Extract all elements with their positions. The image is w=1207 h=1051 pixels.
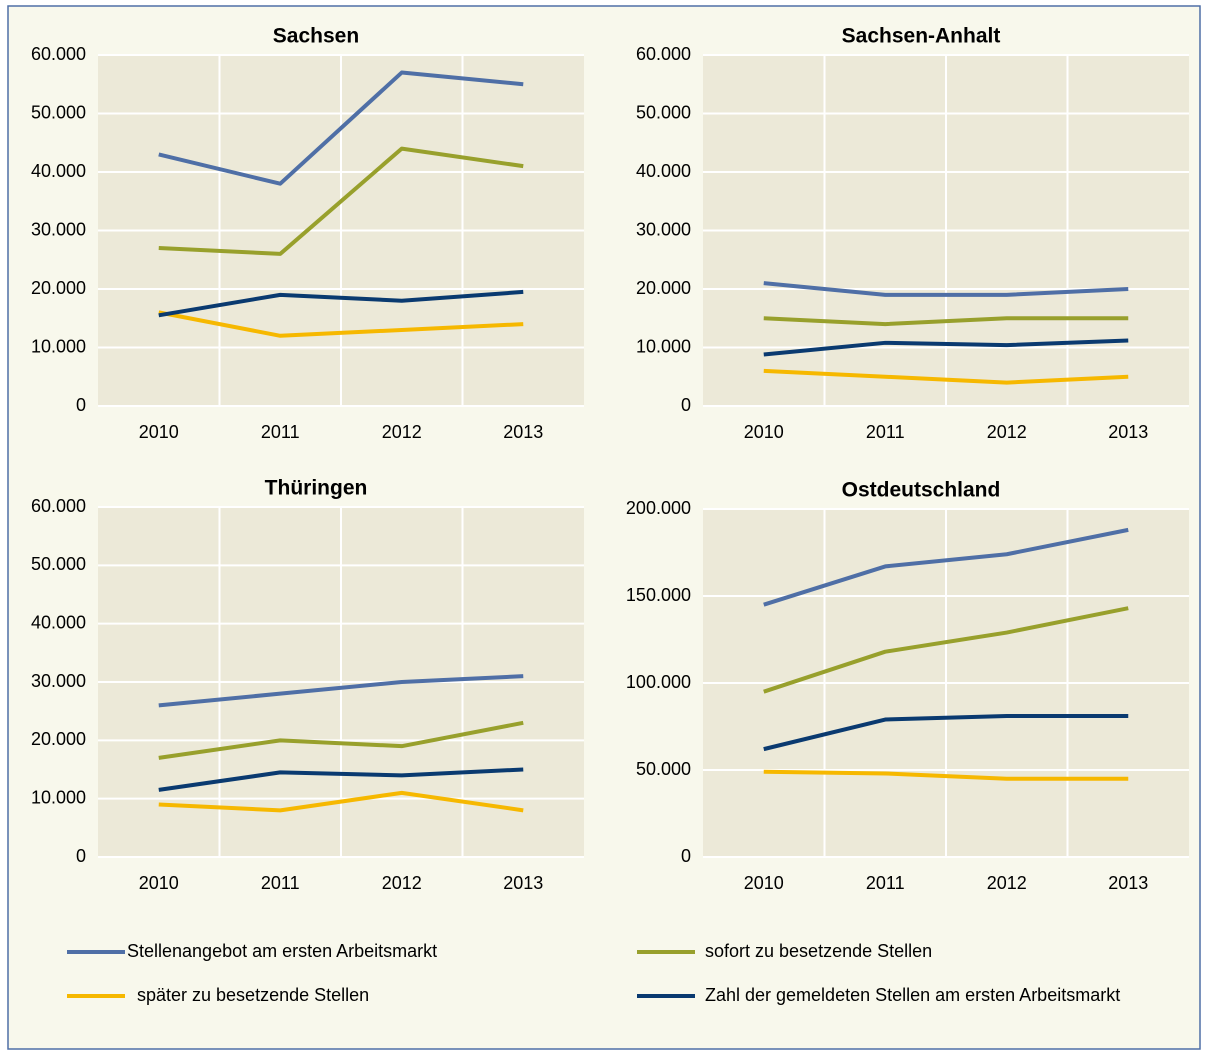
x-tick-label: 2010 bbox=[744, 422, 784, 442]
series-line bbox=[763, 714, 1129, 752]
series-line bbox=[763, 606, 1129, 694]
series-line bbox=[158, 310, 524, 338]
chart-title: Ostdeutschland bbox=[842, 479, 1001, 502]
x-tick-label: 2010 bbox=[139, 873, 179, 893]
y-tick-label: 150.000 bbox=[626, 585, 691, 605]
x-tick-label: 2011 bbox=[261, 422, 300, 442]
y-tick-label: 30.000 bbox=[31, 219, 86, 239]
x-tick-label: 2010 bbox=[744, 873, 784, 893]
y-tick-label: 100.000 bbox=[626, 672, 691, 692]
x-tick-label: 2011 bbox=[866, 422, 905, 442]
y-tick-label: 40.000 bbox=[31, 612, 86, 632]
x-tick-label: 2011 bbox=[261, 873, 300, 893]
y-tick-label: 0 bbox=[76, 846, 86, 866]
x-tick-label: 2011 bbox=[866, 873, 905, 893]
x-tick-label: 2012 bbox=[987, 873, 1027, 893]
y-tick-label: 50.000 bbox=[31, 102, 86, 122]
series-line bbox=[158, 289, 524, 318]
y-tick-label: 20.000 bbox=[31, 278, 86, 298]
legend-label: sofort zu besetzende Stellen bbox=[705, 941, 932, 961]
x-tick-label: 2012 bbox=[382, 873, 422, 893]
series-line bbox=[763, 368, 1129, 385]
series-line bbox=[763, 281, 1129, 297]
chart-title: Thüringen bbox=[265, 477, 368, 500]
chart-title: Sachsen bbox=[273, 25, 359, 48]
y-tick-label: 50.000 bbox=[636, 102, 691, 122]
y-tick-label: 60.000 bbox=[31, 44, 86, 64]
x-tick-label: 2012 bbox=[382, 422, 422, 442]
series-line bbox=[158, 674, 524, 708]
y-tick-label: 40.000 bbox=[31, 161, 86, 181]
chart-title: Sachsen-Anhalt bbox=[842, 25, 1001, 48]
y-tick-label: 20.000 bbox=[31, 729, 86, 749]
series-line bbox=[763, 316, 1129, 327]
series-line bbox=[763, 769, 1129, 781]
y-tick-label: 60.000 bbox=[31, 496, 86, 516]
y-tick-label: 20.000 bbox=[636, 278, 691, 298]
y-tick-label: 10.000 bbox=[636, 336, 691, 356]
x-tick-label: 2010 bbox=[139, 422, 179, 442]
series-line bbox=[158, 720, 524, 760]
legend-label: später zu besetzende Stellen bbox=[137, 985, 369, 1005]
legend-label: Stellenangebot am ersten Arbeitsmarkt bbox=[127, 941, 437, 961]
y-tick-label: 0 bbox=[76, 395, 86, 415]
x-tick-label: 2013 bbox=[1108, 873, 1148, 893]
x-tick-label: 2013 bbox=[503, 422, 543, 442]
y-tick-label: 60.000 bbox=[636, 44, 691, 64]
y-tick-label: 10.000 bbox=[31, 787, 86, 807]
y-tick-label: 200.000 bbox=[626, 498, 691, 518]
y-tick-label: 10.000 bbox=[31, 336, 86, 356]
x-tick-label: 2012 bbox=[987, 422, 1027, 442]
x-tick-label: 2013 bbox=[503, 873, 543, 893]
series-line bbox=[158, 70, 524, 186]
y-tick-label: 30.000 bbox=[636, 219, 691, 239]
x-tick-label: 2013 bbox=[1108, 422, 1148, 442]
series-line bbox=[763, 338, 1129, 357]
y-tick-label: 0 bbox=[681, 395, 691, 415]
series-line bbox=[158, 790, 524, 813]
legend-label: Zahl der gemeldeten Stellen am ersten Ar… bbox=[705, 985, 1120, 1005]
series-line bbox=[158, 146, 524, 256]
y-tick-label: 40.000 bbox=[636, 161, 691, 181]
series-line bbox=[763, 527, 1129, 607]
y-tick-label: 30.000 bbox=[31, 671, 86, 691]
y-tick-label: 50.000 bbox=[636, 759, 691, 779]
y-tick-label: 0 bbox=[681, 846, 691, 866]
y-tick-label: 50.000 bbox=[31, 554, 86, 574]
series-line bbox=[158, 767, 524, 792]
